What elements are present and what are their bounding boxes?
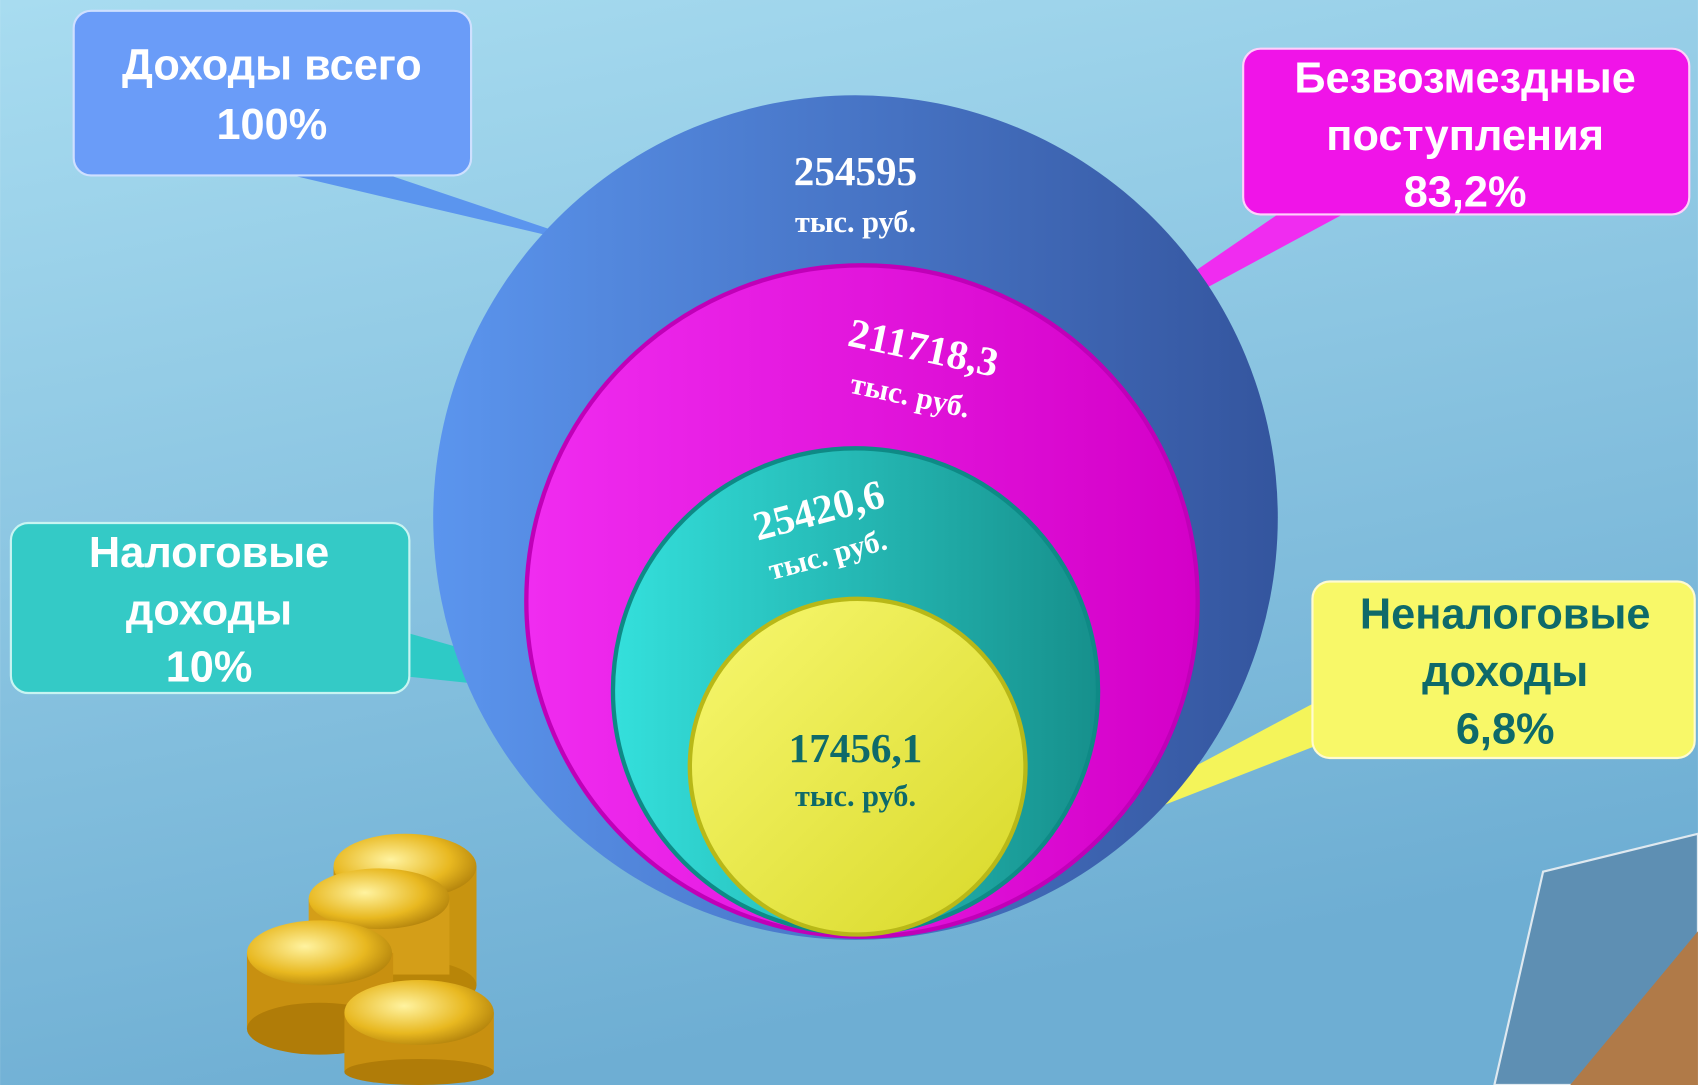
callout-label: Неналоговые (1360, 591, 1651, 639)
callout-label: поступления (1326, 112, 1604, 160)
value: 254595 (794, 148, 917, 194)
callout-label: Доходы всего (122, 42, 422, 90)
unit: тыс. руб. (795, 779, 916, 813)
callout-percent: 10% (166, 644, 253, 692)
callout-label: доходы (1422, 648, 1588, 696)
unit: тыс. руб. (795, 205, 916, 239)
coins-decoration (246, 833, 494, 1085)
callout-percent: 6,8% (1456, 705, 1555, 753)
callout-box (1242, 47, 1691, 216)
callout-box (9, 521, 411, 695)
callout-percent: 100% (216, 101, 327, 149)
callout-box (1311, 580, 1696, 760)
pointer (292, 175, 616, 252)
callout-label: Безвозмездные (1294, 55, 1635, 103)
callout-label: Налоговые (89, 529, 329, 577)
value: 17456,1 (789, 725, 923, 771)
callout-percent: 83,2% (1404, 168, 1527, 216)
circle-nontax (687, 596, 1028, 937)
callout-label: доходы (126, 586, 292, 634)
callout-box (72, 9, 473, 177)
